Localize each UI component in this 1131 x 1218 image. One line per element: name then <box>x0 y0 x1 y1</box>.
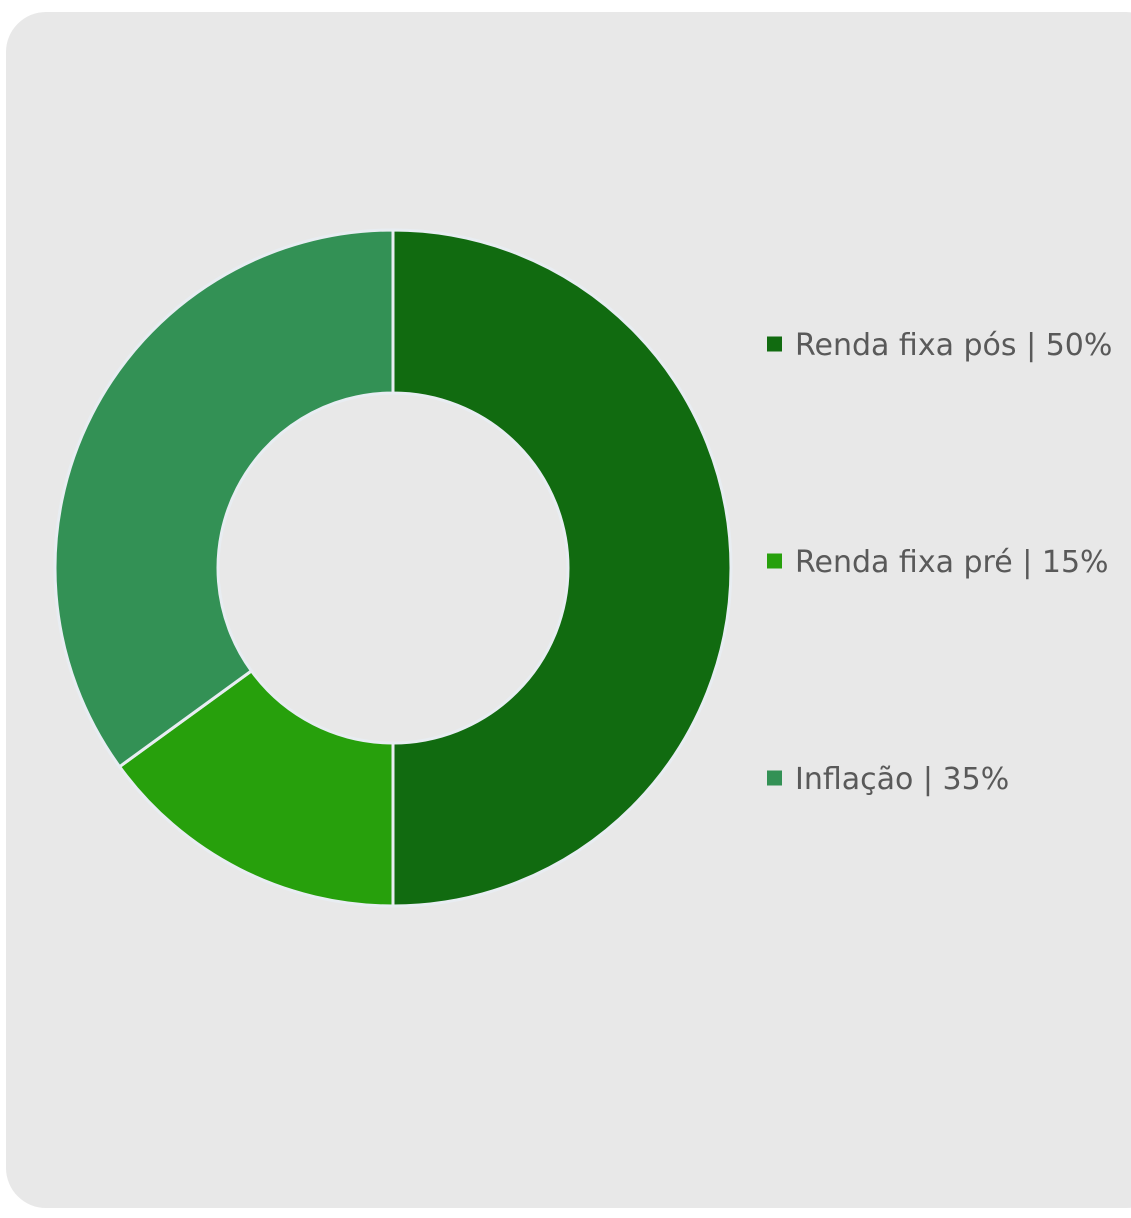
legend-swatch <box>767 770 782 786</box>
donut-slice-2 <box>117 668 395 908</box>
legend-item-1: Renda fixa pós | 50% <box>767 328 1112 363</box>
legend-label: Inflação | 35% <box>795 762 1009 797</box>
legend-swatch <box>767 553 782 569</box>
legend: Renda fixa pós | 50% Renda fixa pré | 15%… <box>767 328 1112 797</box>
donut-slice-1 <box>391 228 733 908</box>
legend-item-2: Renda fixa pré | 15% <box>767 545 1109 580</box>
legend-label: Renda fixa pós | 50% <box>795 328 1112 363</box>
legend-item-3: Inflação | 35% <box>767 762 1009 797</box>
donut-slice-3 <box>53 228 395 769</box>
legend-label: Renda fixa pré | 15% <box>795 545 1109 580</box>
legend-swatch <box>767 336 782 352</box>
donut-slices <box>53 228 733 908</box>
